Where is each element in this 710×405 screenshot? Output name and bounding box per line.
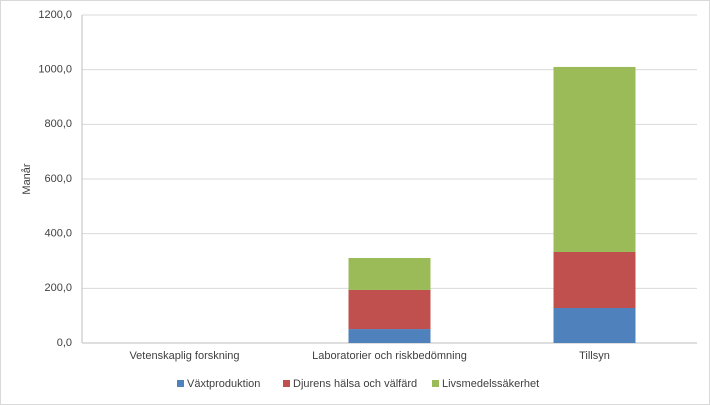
y-tick-label: 400,0 (44, 228, 72, 240)
legend-swatch (177, 380, 184, 387)
bar-segment (553, 251, 636, 309)
bar-segment (553, 66, 636, 252)
legend-swatch (432, 380, 439, 387)
y-tick-label: 1200,0 (38, 9, 72, 21)
bar-segment (348, 257, 431, 290)
legend-swatch (283, 380, 290, 387)
bar-segment (348, 329, 431, 343)
x-tick-label: Laboratorier och riskbedömning (312, 350, 467, 362)
y-tick-label: 800,0 (44, 118, 72, 130)
legend-label: Djurens hälsa och välfärd (293, 378, 417, 390)
legend-label: Växtproduktion (187, 378, 260, 390)
y-tick-label: 200,0 (44, 282, 72, 294)
y-axis-label: Manår (21, 163, 33, 195)
x-tick-label: Tillsyn (579, 350, 610, 362)
bar-segment (348, 289, 431, 330)
y-tick-label: 1000,0 (38, 64, 72, 76)
legend-label: Livsmedelssäkerhet (442, 378, 539, 390)
x-tick-label: Vetenskaplig forskning (129, 350, 239, 362)
y-tick-label: 0,0 (57, 337, 72, 349)
y-tick-label: 600,0 (44, 173, 72, 185)
bar-segment (553, 308, 636, 343)
